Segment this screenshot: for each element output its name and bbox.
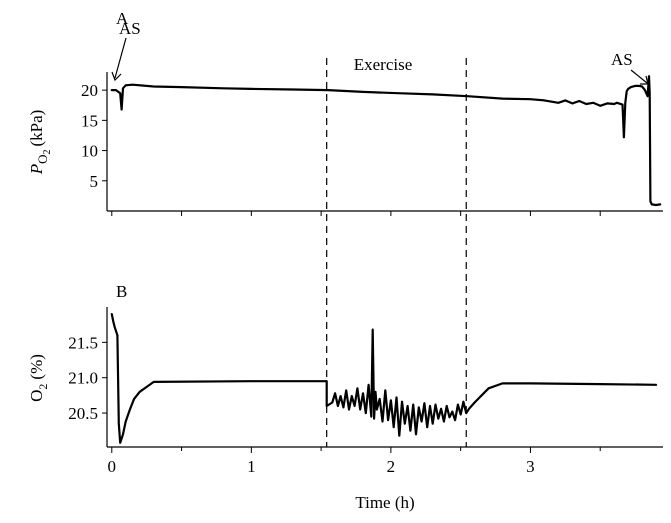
exercise-boundary-lines [326, 58, 467, 447]
panel-b-y-ticks: 20.5 21.0 21.5 [68, 333, 107, 423]
annotation-as-start-arrowhead [111, 71, 122, 82]
panel-a-y-label-unit: (kPa) [27, 110, 46, 147]
panel-a-y-label-o: O [35, 155, 50, 164]
panel-b-o2-trace [110, 313, 658, 444]
panel-a-y-label-p: P [27, 164, 46, 175]
panel-b-y-label-2: 2 [36, 384, 50, 390]
panel-a-y-label: PO2 (kPa) [27, 110, 53, 176]
panel-b-x-tick-label: 3 [526, 457, 535, 476]
panel-a-y-tick-label: 15 [81, 111, 98, 130]
panel-b-x-ticks: 0 1 2 3 [108, 447, 601, 476]
panel-a-po2-trace [110, 75, 662, 207]
x-axis-label: Time (h) [355, 493, 414, 512]
panel-b-y-tick-label: 20.5 [68, 404, 98, 423]
panel-b-y-tick-label: 21.5 [68, 333, 98, 352]
panel-b-label: B [116, 282, 127, 301]
panel-b-x-tick-label: 0 [108, 457, 117, 476]
annotation-as-start-arrow [114, 37, 127, 79]
panel-b-y-label-unit: (%) [27, 354, 46, 379]
panel-a: A 5 10 15 20 PO2 (kPa) AS Exercise AS [27, 9, 663, 216]
panel-b-x-tick-label: 1 [247, 457, 256, 476]
annotation-as-end-arrow [630, 69, 648, 84]
panel-b-y-label-o: O [27, 390, 46, 402]
panel-b-x-tick-label: 2 [387, 457, 396, 476]
panel-a-y-ticks: 5 10 15 20 [81, 81, 601, 216]
annotation-as-end-arrowhead [640, 75, 649, 85]
panel-a-y-tick-label: 20 [81, 81, 98, 100]
panel-a-label: A [116, 9, 129, 28]
panel-b-y-tick-label: 21.0 [68, 369, 98, 388]
panel-a-y-tick-label: 10 [81, 142, 98, 161]
panel-a-y-label-2: 2 [42, 150, 53, 155]
annotation-as-start: AS [119, 19, 141, 38]
annotation-as-end: AS [611, 50, 633, 69]
panel-b-y-label: O2 (%) [27, 354, 50, 402]
annotation-exercise: Exercise [354, 55, 413, 74]
panel-a-y-tick-label: 5 [90, 172, 99, 191]
